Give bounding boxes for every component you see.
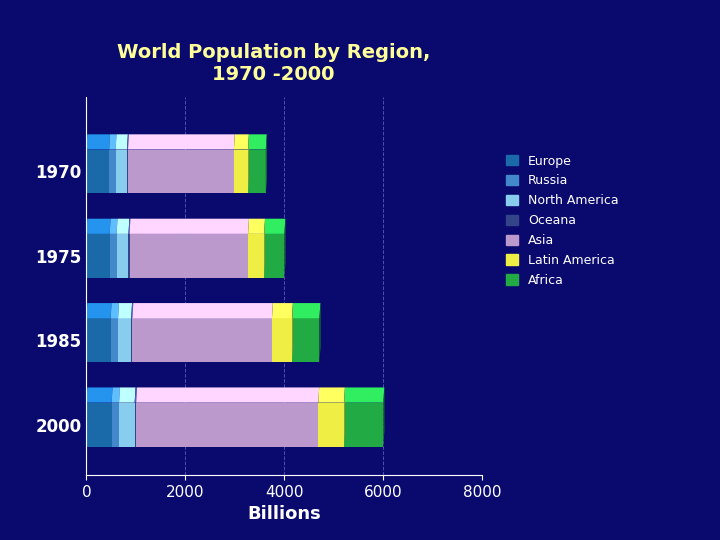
Bar (132, 318, 272, 362)
Polygon shape (86, 388, 112, 403)
Bar (109, 234, 117, 278)
Bar (127, 150, 128, 193)
Bar (135, 403, 136, 447)
Polygon shape (292, 303, 320, 318)
Bar (248, 150, 266, 193)
Polygon shape (86, 219, 111, 234)
Polygon shape (136, 388, 319, 403)
Polygon shape (344, 388, 384, 403)
Bar (292, 318, 320, 362)
Legend: Europe, Russia, North America, Oceana, Asia, Latin America, Africa: Europe, Russia, North America, Oceana, A… (503, 152, 621, 289)
Text: World Population by Region,
1970 -2000: World Population by Region, 1970 -2000 (117, 43, 431, 84)
Polygon shape (284, 219, 285, 278)
Bar (128, 234, 130, 278)
Polygon shape (116, 134, 128, 150)
Polygon shape (132, 303, 273, 318)
Polygon shape (248, 219, 265, 234)
Polygon shape (284, 219, 285, 278)
Polygon shape (128, 134, 235, 150)
Bar (344, 403, 384, 447)
Bar (117, 234, 128, 278)
Bar (318, 403, 344, 447)
Bar (264, 234, 284, 278)
Polygon shape (234, 134, 249, 150)
Bar (112, 403, 119, 447)
Polygon shape (86, 303, 112, 318)
Bar (128, 150, 234, 193)
Bar (248, 234, 264, 278)
Bar (86, 403, 112, 447)
Polygon shape (318, 388, 345, 403)
Bar (234, 150, 248, 193)
Polygon shape (131, 303, 133, 318)
Bar (131, 318, 132, 362)
Bar (86, 318, 111, 362)
Polygon shape (112, 388, 120, 403)
Bar (109, 150, 116, 193)
Bar (118, 318, 131, 362)
Bar (136, 403, 318, 447)
Polygon shape (119, 388, 135, 403)
Polygon shape (117, 219, 130, 234)
Polygon shape (127, 134, 129, 150)
Polygon shape (272, 303, 293, 318)
Polygon shape (109, 219, 117, 234)
Bar (86, 234, 109, 278)
Polygon shape (128, 219, 130, 234)
Polygon shape (344, 388, 345, 447)
Bar (272, 318, 292, 362)
Polygon shape (264, 219, 265, 278)
Polygon shape (248, 134, 266, 150)
Bar (119, 403, 135, 447)
Bar (130, 234, 248, 278)
Polygon shape (111, 303, 119, 318)
Polygon shape (248, 134, 249, 193)
Polygon shape (118, 303, 132, 318)
Bar (86, 150, 109, 193)
Bar (111, 318, 118, 362)
Polygon shape (109, 134, 117, 150)
Polygon shape (130, 219, 249, 234)
Polygon shape (292, 303, 293, 362)
Polygon shape (86, 134, 110, 150)
X-axis label: Billions: Billions (248, 505, 321, 523)
Polygon shape (264, 219, 285, 234)
Polygon shape (135, 388, 137, 403)
Bar (116, 150, 127, 193)
